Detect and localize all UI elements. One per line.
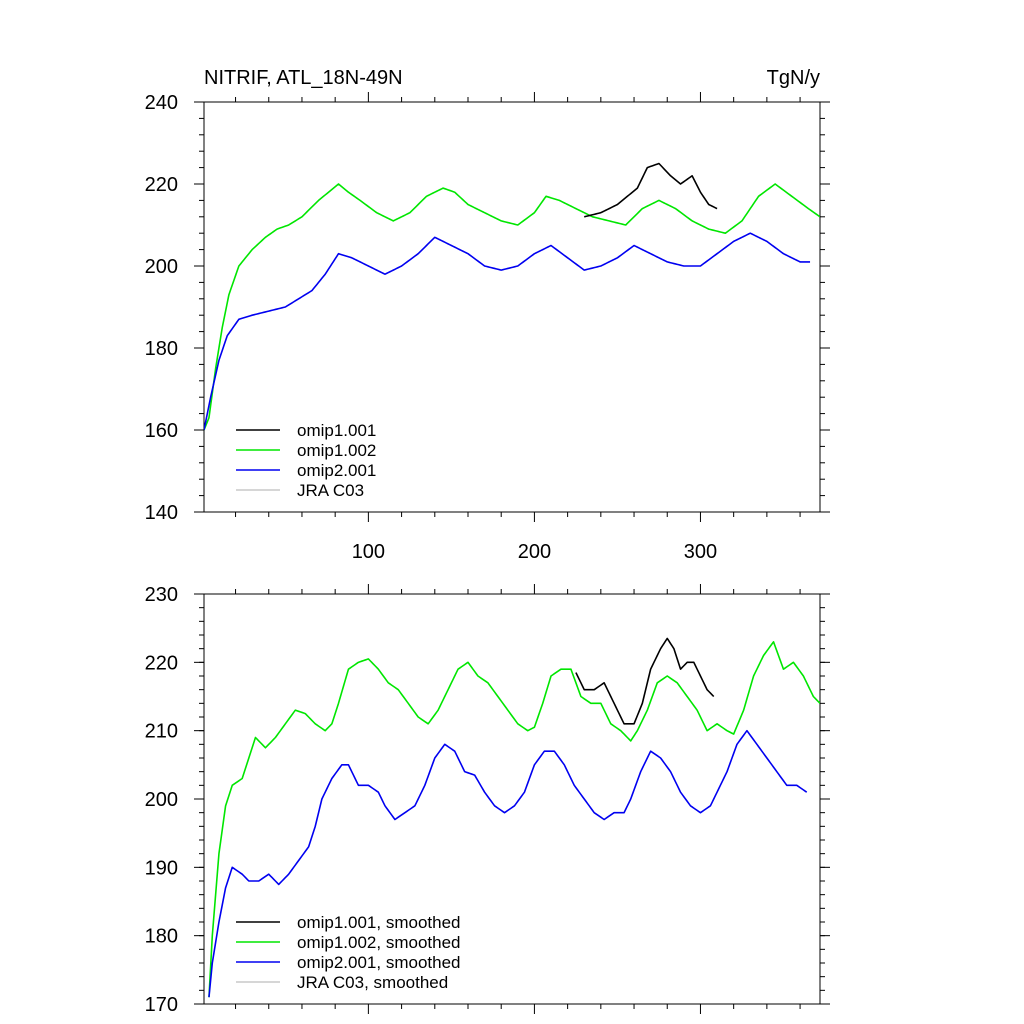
legend-label: omip1.001, smoothed <box>297 913 461 932</box>
y-tick-label: 190 <box>145 857 178 879</box>
series-line-omip1-002 <box>204 183 820 431</box>
legend-label: omip1.002 <box>297 441 376 460</box>
y-tick-label: 180 <box>145 338 178 360</box>
chart-units-label: TgN/y <box>767 67 820 89</box>
y-tick-label: 170 <box>145 994 178 1016</box>
chart-title-left: NITRIF, ATL_18N-49N <box>204 67 403 89</box>
series-line-omip2-001-smoothed <box>208 729 808 998</box>
y-tick-label: 200 <box>145 789 178 811</box>
legend-label: omip1.001 <box>297 421 376 440</box>
y-tick-label: 160 <box>145 420 178 442</box>
legend-label: JRA C03, smoothed <box>297 973 448 992</box>
y-tick-label: 180 <box>145 926 178 948</box>
legend-label: omip1.002, smoothed <box>297 933 461 952</box>
legend-label: omip2.001, smoothed <box>297 953 461 972</box>
y-tick-label: 200 <box>145 256 178 278</box>
y-tick-label: 140 <box>145 502 178 524</box>
series-line-omip1-001 <box>584 162 718 218</box>
series-line-omip1-002-smoothed <box>208 641 820 998</box>
x-tick-label: 300 <box>684 541 717 563</box>
y-tick-label: 220 <box>145 174 178 196</box>
plot-frame <box>203 101 821 513</box>
y-tick-label: 240 <box>145 92 178 114</box>
y-tick-label: 230 <box>145 584 178 606</box>
y-tick-label: 220 <box>145 652 178 674</box>
bottom-plot-panel: 170 180 190 200 210 220 230 omip1.001, smoothed… <box>145 584 830 1016</box>
legend-label: omip2.001 <box>297 461 376 480</box>
y-tick-label: 210 <box>145 721 178 743</box>
x-tick-label: 100 <box>352 541 385 563</box>
series-line-omip2-001 <box>204 232 811 431</box>
series-line-omip1-001-smoothed <box>575 637 715 725</box>
legend-label: JRA C03 <box>297 481 364 500</box>
x-tick-label: 200 <box>518 541 551 563</box>
